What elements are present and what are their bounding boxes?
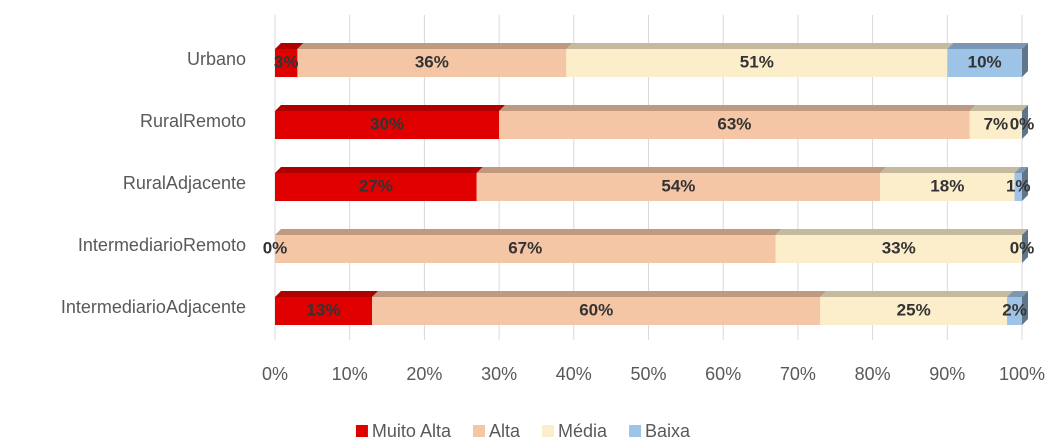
bar xyxy=(275,297,373,325)
bar xyxy=(775,235,1022,263)
bar-side xyxy=(1022,105,1028,139)
x-tick-label: 30% xyxy=(481,364,517,384)
legend: Muito Alta Alta Média Baixa xyxy=(355,421,691,441)
bar xyxy=(1007,297,1022,325)
legend-label: Baixa xyxy=(645,421,691,441)
x-tick-label: 90% xyxy=(929,364,965,384)
legend-label: Muito Alta xyxy=(372,421,452,441)
bar-top xyxy=(275,105,506,111)
bar xyxy=(476,173,881,201)
legend-label: Média xyxy=(558,421,608,441)
data-label: 27% xyxy=(359,176,393,195)
data-label: 18% xyxy=(930,176,964,195)
bar-side xyxy=(1022,291,1028,325)
bar xyxy=(499,111,970,139)
bar xyxy=(297,49,567,77)
bar-top xyxy=(947,43,1028,49)
data-label: 3% xyxy=(274,52,299,71)
x-tick-label: 0% xyxy=(262,364,288,384)
data-label: 1% xyxy=(1006,176,1031,195)
bar xyxy=(947,49,1022,77)
legend-swatch xyxy=(629,425,642,437)
bar-top xyxy=(566,43,954,49)
bar xyxy=(372,297,821,325)
data-label: 30% xyxy=(370,114,404,133)
bar-top xyxy=(275,291,379,297)
data-label: 67% xyxy=(508,238,542,257)
y-tick-label: RuralRemoto xyxy=(140,111,246,131)
data-label: 54% xyxy=(661,176,695,195)
bar-side xyxy=(1022,167,1028,201)
x-tick-label: 40% xyxy=(556,364,592,384)
x-tick-label: 20% xyxy=(406,364,442,384)
data-label: 63% xyxy=(717,114,751,133)
legend-swatch xyxy=(472,425,485,437)
legend-label: Alta xyxy=(489,421,521,441)
bar xyxy=(275,235,776,263)
x-tick-label: 60% xyxy=(705,364,741,384)
x-tick-label: 10% xyxy=(332,364,368,384)
bar-top xyxy=(880,167,1021,173)
x-tick-label: 50% xyxy=(630,364,666,384)
bar xyxy=(969,111,1022,139)
data-label: 2% xyxy=(1002,300,1027,319)
y-tick-label: Urbano xyxy=(187,49,246,69)
data-label: 7% xyxy=(984,114,1009,133)
bar-top xyxy=(297,43,573,49)
bar-top xyxy=(275,229,782,235)
bar xyxy=(566,49,948,77)
data-label: 25% xyxy=(897,300,931,319)
data-label: 0% xyxy=(1010,114,1035,133)
bar-top xyxy=(969,105,1028,111)
bar-top xyxy=(820,291,1014,297)
data-label: 0% xyxy=(263,238,288,257)
bar-top xyxy=(775,229,1028,235)
bar-top xyxy=(275,43,304,49)
bar xyxy=(275,49,298,77)
y-tick-label: RuralAdjacente xyxy=(123,173,246,193)
bar xyxy=(275,111,500,139)
data-label: 60% xyxy=(579,300,613,319)
bar xyxy=(1014,173,1022,201)
y-tick-label: IntermediarioAdjacente xyxy=(61,297,246,317)
bar xyxy=(880,173,1015,201)
data-label: 51% xyxy=(740,52,774,71)
data-label: 13% xyxy=(307,300,341,319)
data-label: 33% xyxy=(882,238,916,257)
data-label: 10% xyxy=(968,52,1002,71)
bar xyxy=(820,297,1008,325)
x-tick-label: 100% xyxy=(999,364,1045,384)
data-label: 0% xyxy=(1010,238,1035,257)
bar-top xyxy=(275,167,483,173)
bar-top xyxy=(372,291,827,297)
bar-side xyxy=(1022,43,1028,77)
legend-swatch xyxy=(542,425,555,437)
bar xyxy=(275,173,477,201)
data-label: 36% xyxy=(415,52,449,71)
y-tick-label: IntermediarioRemoto xyxy=(78,235,246,255)
bar-top xyxy=(476,167,887,173)
bar-top xyxy=(499,105,976,111)
bar-side xyxy=(1022,229,1028,263)
x-tick-label: 80% xyxy=(855,364,891,384)
bar-top xyxy=(1014,167,1028,173)
legend-swatch xyxy=(355,425,368,437)
x-tick-label: 70% xyxy=(780,364,816,384)
bar-top xyxy=(1007,291,1028,297)
